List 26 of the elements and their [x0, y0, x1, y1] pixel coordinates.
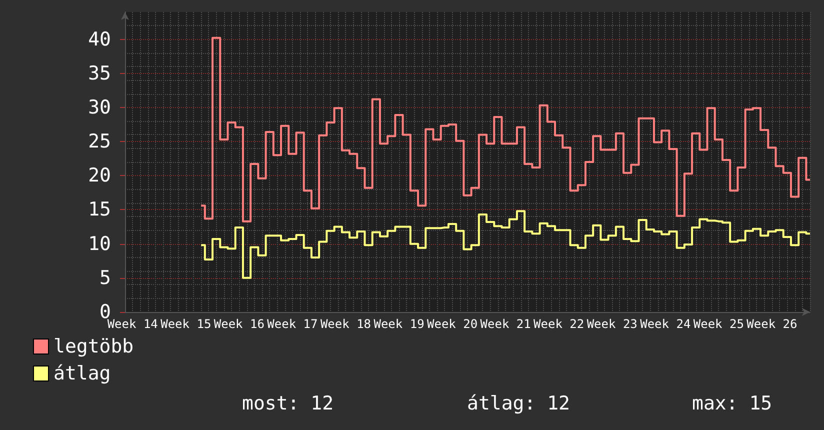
- y-tick-label: 15: [88, 198, 111, 221]
- y-tick-label: 20: [88, 164, 111, 187]
- text: max: 15: [692, 392, 772, 414]
- y-tick-label: 30: [88, 96, 111, 118]
- x-tick-label: Week 20: [426, 317, 478, 331]
- y-tick-label: 10: [88, 232, 111, 255]
- x-tick-label: Week 19: [374, 317, 424, 331]
- text: átlag: 12: [467, 392, 570, 414]
- y-tick-label: 40: [88, 28, 111, 50]
- y-tick-label: 35: [88, 62, 111, 84]
- y-tick-label: 5: [100, 266, 111, 289]
- x-tick-label: Week 26: [746, 317, 798, 331]
- x-tick-label: Week 22: [534, 317, 584, 331]
- y-tick-label: 25: [88, 130, 111, 153]
- x-tick-label: Week 17: [267, 317, 318, 331]
- x-tick-label: Week 21: [480, 317, 531, 331]
- x-tick-label: Week 16: [214, 317, 264, 331]
- x-tick-label: Week 24: [640, 317, 691, 331]
- x-tick-label: Week 15: [160, 317, 212, 331]
- x-tick-label: Week 23: [586, 317, 638, 331]
- x-tick-label: Week 18: [320, 317, 372, 331]
- legend-label: átlag: [54, 362, 111, 384]
- text: most: 12: [242, 392, 334, 414]
- legend-label: legtöbb: [54, 336, 134, 358]
- x-tick-label: Week 25: [693, 317, 744, 331]
- x-tick-label: Week 14: [107, 317, 158, 331]
